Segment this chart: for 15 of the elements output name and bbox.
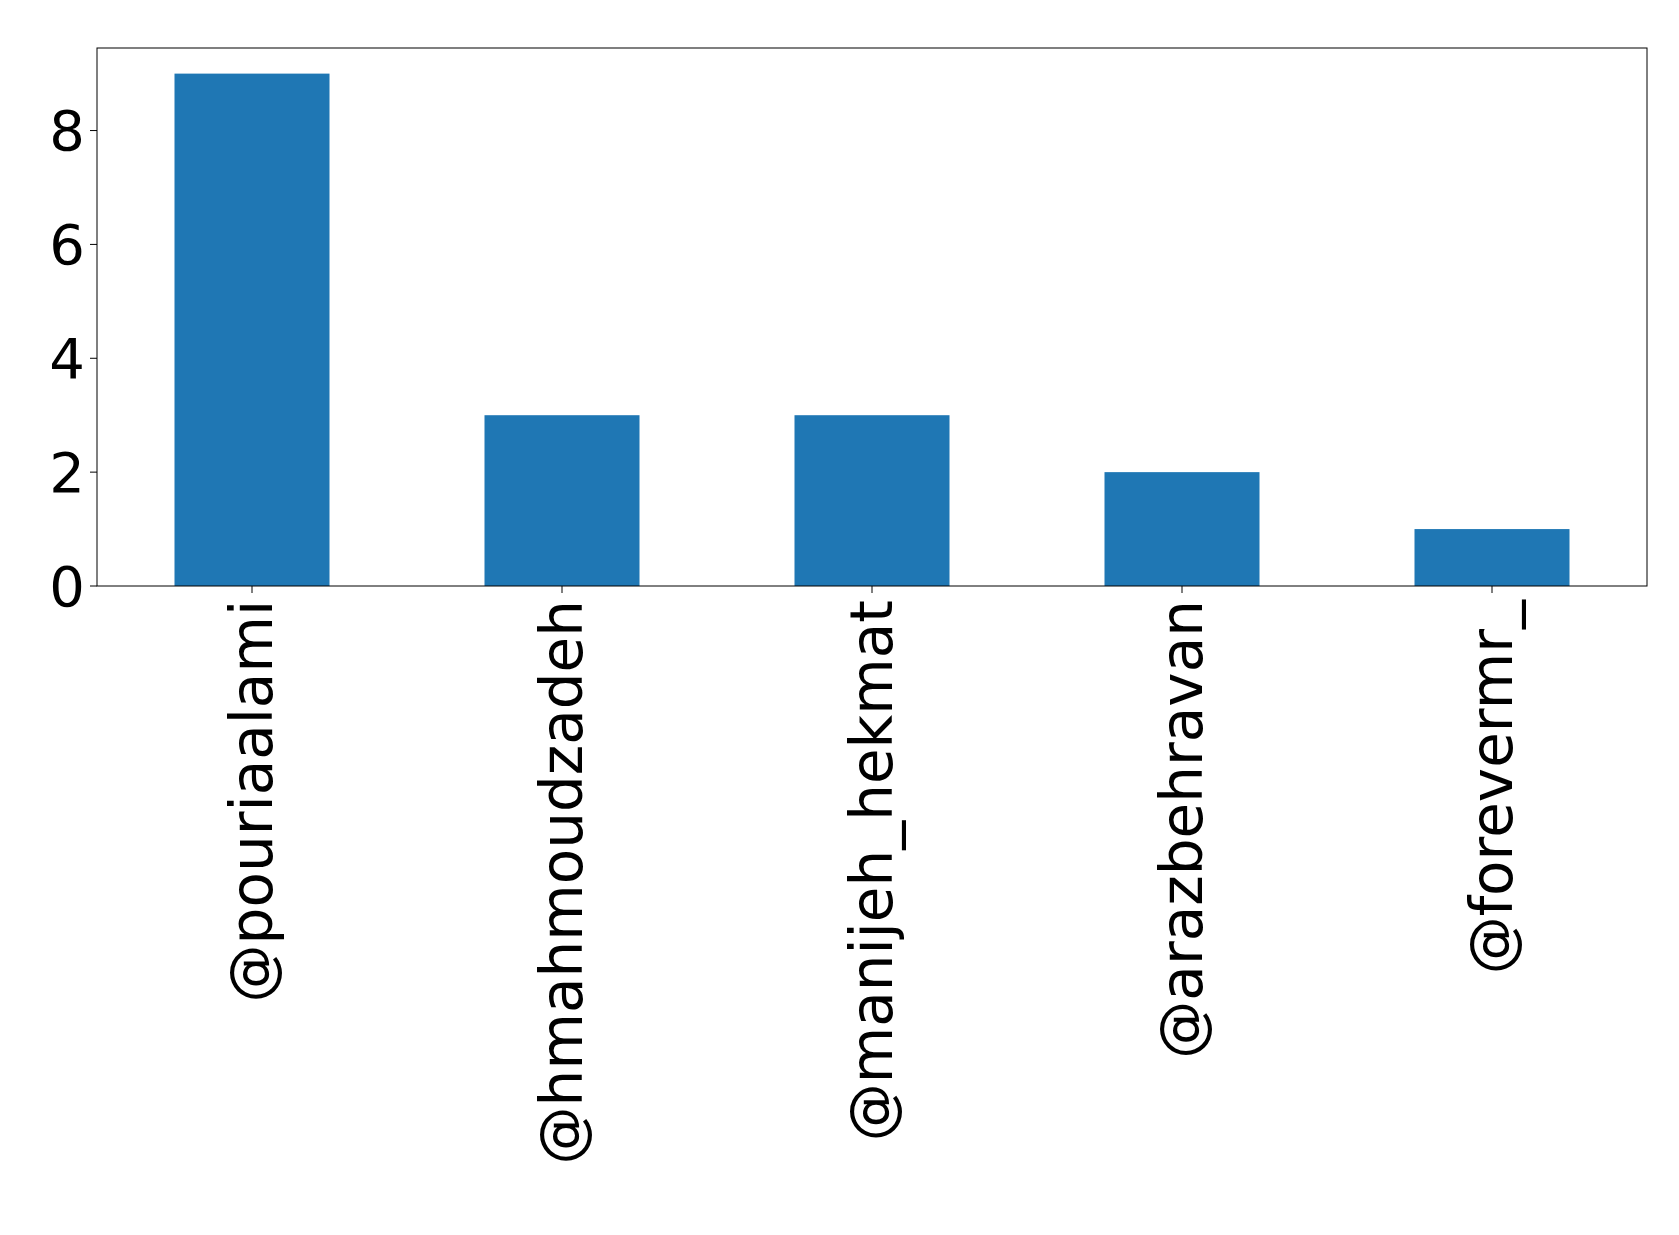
y-tick-label: 0	[49, 553, 85, 619]
x-tick-label: @manijeh_hekmat	[838, 600, 907, 1142]
x-tick-label: @hmahmoudzadeh	[528, 600, 597, 1165]
bar	[794, 415, 950, 586]
x-tick-label: @arazbehravan	[1148, 600, 1217, 1059]
bar	[484, 415, 640, 586]
bar	[174, 73, 330, 586]
y-tick-label: 2	[49, 439, 85, 505]
y-tick-label: 8	[49, 98, 85, 164]
bar	[1414, 529, 1570, 586]
y-tick-label: 6	[49, 212, 85, 278]
y-tick-label: 4	[49, 325, 85, 391]
bar	[1104, 472, 1260, 586]
x-tick-label: @forevermr_	[1458, 599, 1527, 975]
x-tick-label: @pouriaalami	[218, 600, 287, 1003]
